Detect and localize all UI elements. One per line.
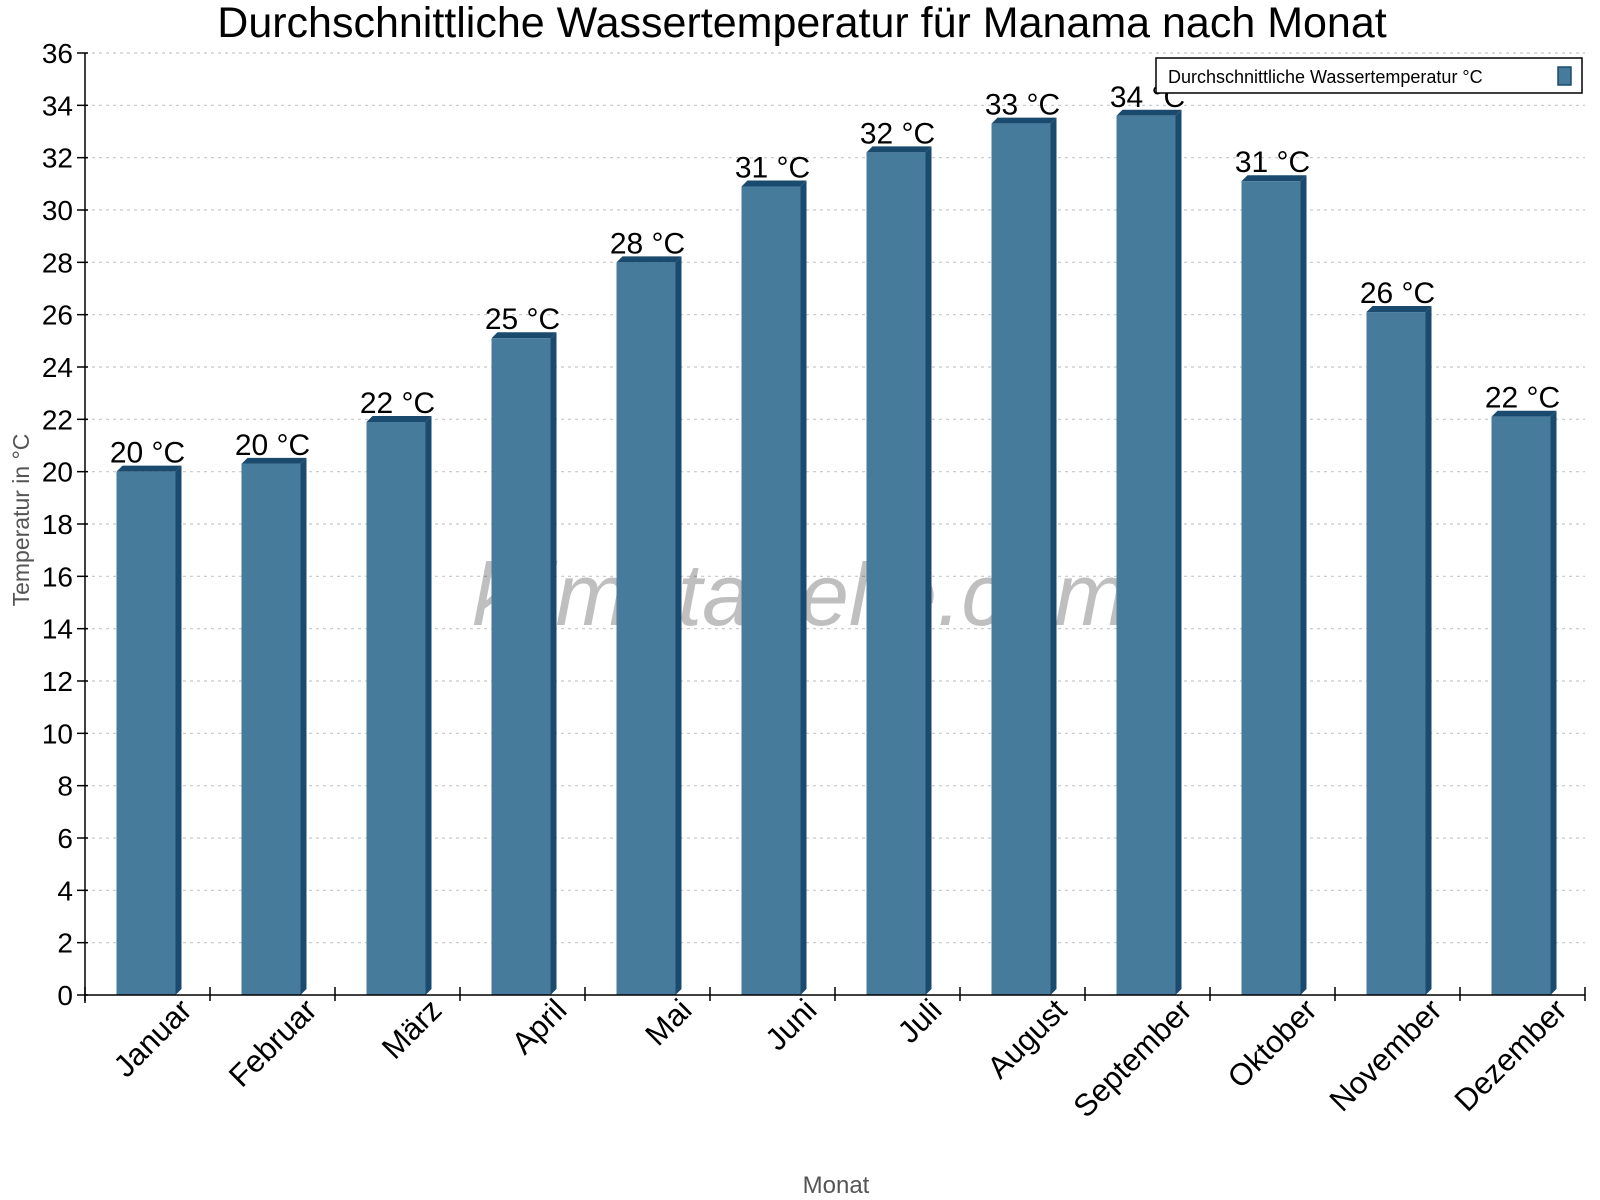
x-tick-label: November	[1323, 992, 1449, 1118]
y-tick-label: 22	[42, 404, 73, 435]
y-tick-label: 2	[57, 928, 73, 959]
bar-top	[616, 256, 682, 263]
x-axis-label: Monat	[803, 1172, 870, 1199]
bar-side	[1175, 109, 1182, 996]
y-axis-label: Temperatur in °C	[8, 434, 34, 607]
data-label: 26 °C	[1360, 277, 1435, 310]
bar-top	[1116, 109, 1182, 116]
legend: Durchschnittliche Wassertemperatur °C	[1155, 57, 1583, 94]
y-tick-label: 0	[57, 980, 73, 1011]
y-tick-label: 8	[57, 771, 73, 802]
y-tick-label: 4	[57, 875, 73, 906]
x-tick-label: August	[980, 992, 1073, 1085]
x-tick-label: Februar	[222, 992, 324, 1094]
y-tick-label: 30	[42, 195, 73, 226]
legend-swatch	[1557, 66, 1572, 86]
y-tick-label: 34	[42, 90, 73, 121]
legend-box	[1155, 57, 1583, 94]
bar-top	[1241, 175, 1307, 182]
bar-top	[116, 465, 182, 472]
y-tick-label: 6	[57, 823, 73, 854]
data-label: 32 °C	[860, 117, 935, 150]
bar	[866, 152, 926, 995]
bar-side	[175, 465, 182, 996]
y-tick-label: 26	[42, 300, 73, 331]
bar-top	[866, 146, 932, 153]
x-tick-label: Mai	[638, 992, 698, 1052]
bar	[116, 471, 176, 996]
bar-top	[1491, 410, 1557, 417]
x-tick-label: Juni	[758, 992, 823, 1057]
bar-side	[300, 457, 307, 996]
y-tick-label: 28	[42, 247, 73, 278]
data-label: 22 °C	[360, 387, 435, 420]
bar-side	[1050, 117, 1057, 995]
bars	[116, 109, 1557, 996]
y-tick-label: 12	[42, 666, 73, 697]
bar-side	[925, 146, 932, 995]
bar-side	[1550, 410, 1557, 995]
y-tick-label: 36	[42, 38, 73, 69]
x-tick-label: April	[505, 992, 574, 1061]
data-label: 20 °C	[110, 437, 185, 470]
x-tick-labels: Januar Februar März April Mai Juni Juli AugustS…	[107, 992, 1574, 1124]
bar-top	[241, 457, 307, 464]
data-label: 22 °C	[1485, 382, 1560, 415]
y-tick-label: 32	[42, 143, 73, 174]
chart-title: Durchschnittliche Wassertemperatur für M…	[217, 0, 1386, 47]
bar-top	[741, 180, 807, 187]
data-labels: 20 °C 20 °C 22 °C 25 °C 28 °C 31 °C 32 °C 33 °C…	[110, 81, 1560, 470]
bar-top	[991, 117, 1057, 124]
bar	[1366, 312, 1426, 995]
legend-label: Durchschnittliche Wassertemperatur °C	[1168, 67, 1483, 87]
x-tick-label: Juli	[891, 992, 949, 1050]
data-label: 20 °C	[235, 429, 310, 462]
bar-side	[675, 256, 682, 995]
y-tick-label: 18	[42, 509, 73, 540]
data-label: 25 °C	[485, 303, 560, 336]
x-tick-label: Januar	[107, 992, 199, 1084]
y-tick-label: 14	[42, 614, 73, 645]
x-tick-label: Dezember	[1448, 992, 1574, 1118]
bar-side	[550, 332, 557, 995]
x-tick-label: September	[1066, 992, 1198, 1124]
bar	[741, 186, 801, 995]
x-tick-label: März	[375, 992, 448, 1065]
bar	[1116, 115, 1176, 996]
bar	[991, 123, 1051, 995]
bar-top	[491, 332, 557, 339]
bar-side	[800, 180, 807, 995]
bar	[616, 262, 676, 995]
y-tick-label: 20	[42, 457, 73, 488]
y-tick-label: 16	[42, 561, 73, 592]
bar	[491, 338, 551, 995]
bar-top	[366, 415, 432, 422]
data-label: 28 °C	[610, 227, 685, 260]
data-label: 31 °C	[735, 151, 810, 184]
y-tick-label: 24	[42, 352, 73, 383]
bar-side	[1425, 306, 1432, 995]
y-tick-label: 10	[42, 718, 73, 749]
x-tick-label: Oktober	[1221, 992, 1324, 1095]
bar-side	[425, 415, 432, 995]
bar-side	[1300, 175, 1307, 995]
data-label: 33 °C	[985, 89, 1060, 122]
bar	[366, 421, 426, 995]
bar-top	[1366, 306, 1432, 313]
data-label: 31 °C	[1235, 146, 1310, 179]
bar	[1491, 416, 1551, 995]
bar	[1241, 181, 1301, 995]
axes	[77, 52, 1586, 1003]
bar	[241, 463, 301, 996]
gridlines	[85, 52, 1585, 944]
